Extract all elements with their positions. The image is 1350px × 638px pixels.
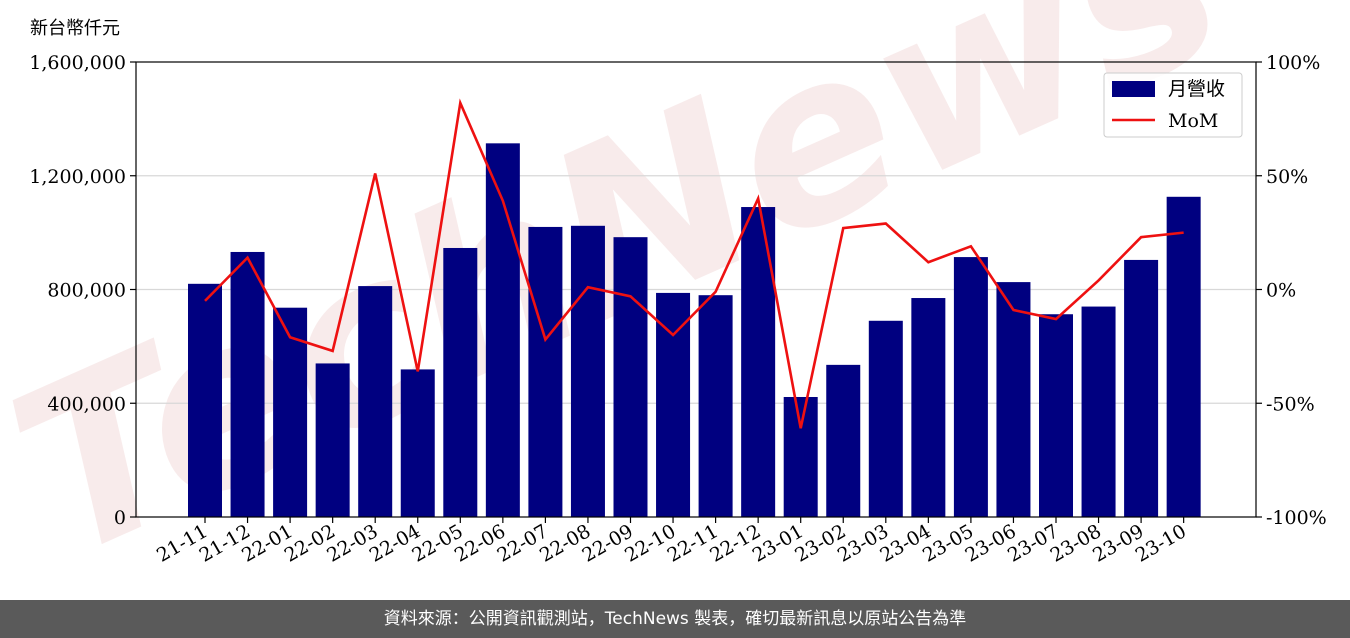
left-tick-label: 1,200,000: [29, 166, 126, 188]
revenue-bar: [656, 292, 691, 517]
revenue-bar: [1081, 306, 1116, 517]
revenue-bar: [485, 143, 520, 518]
revenue-bar: [570, 225, 605, 518]
legend-bar-swatch: [1112, 81, 1155, 97]
right-tick-label: -100%: [1266, 507, 1327, 529]
revenue-bar: [1166, 196, 1201, 517]
right-tick-label: 100%: [1266, 52, 1320, 74]
revenue-bar: [315, 363, 350, 517]
revenue-bar: [783, 396, 818, 517]
right-tick-label: 0%: [1266, 280, 1296, 302]
revenue-bar: [188, 283, 222, 517]
legend: 月營收 MoM: [1103, 72, 1243, 138]
revenue-bar: [1124, 259, 1159, 517]
revenue-bar: [698, 295, 733, 517]
source-footer: 資料來源：公開資訊觀測站，TechNews 製表，確切最新訊息以原站公告為準: [0, 600, 1350, 638]
revenue-bar: [1039, 314, 1073, 517]
legend-label-revenue: 月營收: [1168, 78, 1225, 100]
unit-label: 新台幣仟元: [30, 18, 120, 39]
revenue-bar: [826, 364, 861, 517]
x-axis: 21-1121-1222-0122-0222-0322-0422-0522-06…: [153, 517, 1190, 567]
revenue-bar: [358, 286, 393, 517]
revenue-bar: [613, 237, 648, 518]
right-tick-label: 50%: [1266, 166, 1308, 188]
revenue-bar: [230, 251, 265, 517]
left-tick-label: 1,600,000: [29, 52, 126, 74]
mom-line: [204, 98, 1184, 429]
bars: [188, 143, 1201, 518]
revenue-bar: [911, 298, 946, 517]
right-tick-label: -50%: [1266, 393, 1315, 415]
revenue-bar: [868, 320, 903, 517]
chart: TechNews 0400,000800,0001,200,0001,600,0…: [0, 0, 1327, 600]
left-axis: 0 400,000 800,000 1,200,000 1,600,000: [29, 52, 136, 529]
revenue-bar: [741, 207, 776, 517]
revenue-bar: [953, 257, 988, 517]
legend-label-mom: MoM: [1168, 110, 1218, 132]
revenue-bar: [996, 282, 1031, 517]
revenue-bar: [273, 307, 308, 517]
left-tick-label: 0: [114, 507, 126, 529]
left-tick-label: 400,000: [47, 393, 126, 415]
revenue-bar: [528, 226, 563, 517]
revenue-bar: [400, 369, 435, 517]
left-tick-label: 800,000: [47, 280, 126, 302]
revenue-bar: [443, 247, 478, 517]
right-axis: -100% -50% 0% 50% 100%: [1256, 52, 1327, 529]
